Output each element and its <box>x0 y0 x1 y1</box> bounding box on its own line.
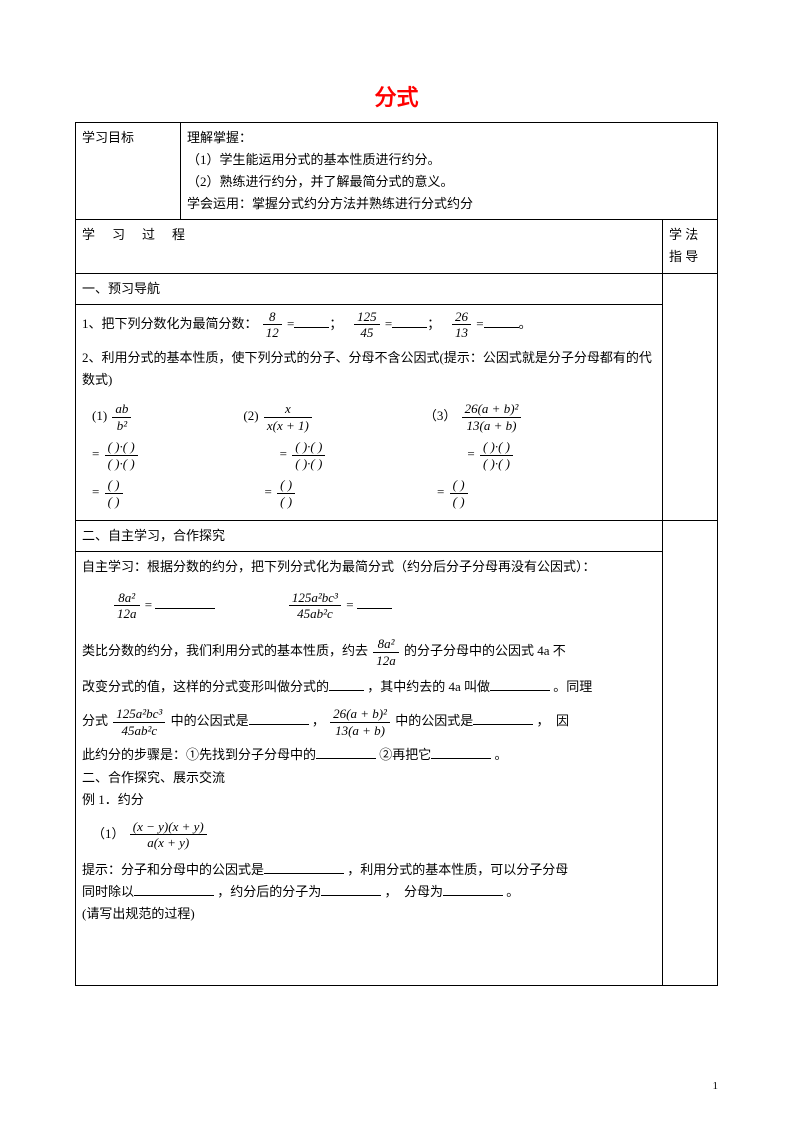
s2-p3: 改变分式的值，这样的分式变形叫做分式的 ，其中约去的 4a 叫做 。同理 <box>82 676 656 698</box>
frac-26-13: 2613 <box>452 309 471 341</box>
frac-8-12: 812 <box>263 309 282 341</box>
section2-body: 自主学习：根据分数的约分，把下列分式化为最简分式（约分后分子分母再没有公因式）：… <box>76 551 663 986</box>
expr-1: (1) abb² <box>92 401 133 433</box>
ex4: （1） (x − y)(x + y)a(x + y) <box>92 819 656 851</box>
expr-3: （3） 26(a + b)²13(a + b) <box>424 401 524 433</box>
section2-header-row: 二、自主学习，合作探究 <box>76 520 718 551</box>
step1-col2: = ( )·( )( )·( ) <box>280 439 328 471</box>
frac-8a2-12a: 8a²12a <box>114 590 140 622</box>
worksheet-table: 学习目标 理解掌握： （1）学生能运用分式的基本性质进行约分。 （2）熟练进行约… <box>75 122 718 986</box>
s2-p10: (请写出规范的过程) <box>82 903 656 925</box>
page-title: 分式 <box>75 80 718 112</box>
s2-p2: 类比分数的约分，我们利用分式的基本性质，约去 8a²12a 的分子分母中的公因式… <box>82 636 656 668</box>
goal-row: 学习目标 理解掌握： （1）学生能运用分式的基本性质进行约分。 （2）熟练进行约… <box>76 123 718 220</box>
s2-p7: 例 1．约分 <box>82 789 656 811</box>
expr2-label: (2) <box>243 408 258 423</box>
goal-line3: （2）熟练进行约分，并了解最简分式的意义。 <box>187 171 711 193</box>
guide-col-1 <box>663 273 718 520</box>
goal-content-cell: 理解掌握： （1）学生能运用分式的基本性质进行约分。 （2）熟练进行约分，并了解… <box>181 123 718 220</box>
goal-label-cell: 学习目标 <box>76 123 181 220</box>
section1-body-row: 1、把下列分数化为最简分数： 812 =； 12545 =； 2613 =。 2… <box>76 304 718 520</box>
q1-prefix: 1、把下列分数化为最简分数： <box>82 316 258 331</box>
q1-line: 1、把下列分数化为最简分数： 812 =； 12545 =； 2613 =。 <box>82 309 656 341</box>
expr-2: (2) xx(x + 1) <box>243 401 313 433</box>
section2-body-row: 自主学习：根据分数的约分，把下列分式化为最简分式（约分后分子分母再没有公因式）：… <box>76 551 718 986</box>
section1-header: 一、预习导航 <box>76 273 663 304</box>
process-header-row: 学 习 过 程 学 法 指 导 <box>76 220 718 273</box>
s2-p4: 分式 125a²bc³45ab²c 中的公因式是 ， 26(a + b)²13(… <box>82 706 656 738</box>
guide-label-cell: 学 法 指 导 <box>663 220 718 273</box>
expr1-label: (1) <box>92 408 107 423</box>
step2-row: = ( )( ) = ( )( ) = ( )( ) <box>92 477 656 509</box>
step2-col2: = ( )( ) <box>265 477 298 509</box>
frac-125a2bc3: 125a²bc³45ab²c <box>289 590 341 622</box>
step1-row: = ( )·( )( )·( ) = ( )·( )( )·( ) = ( )·… <box>92 439 656 471</box>
page-number: 1 <box>713 1080 719 1092</box>
step2-col1: = ( )( ) <box>92 477 125 509</box>
s2-p6: 二、合作探究、展示交流 <box>82 767 656 789</box>
expressions-row: (1) abb² (2) xx(x + 1) （3） 26(a + b)²13(… <box>92 401 656 433</box>
step1-col3: = ( )·( )( )·( ) <box>467 439 515 471</box>
s2-p5: 此约分的步骤是：①先找到分子分母中的 ②再把它 。 <box>82 744 656 766</box>
process-label-cell: 学 习 过 程 <box>76 220 663 273</box>
s2-fracs: 8a²12a = 125a²bc³45ab²c = <box>112 590 656 622</box>
frac-125-45: 12545 <box>354 309 380 341</box>
q2-line: 2、利用分式的基本性质，使下列分式的分子、分母不含公因式(提示：公因式就是分子分… <box>82 347 656 391</box>
expr3-label: （3） <box>424 408 457 423</box>
s2-p1: 自主学习：根据分数的约分，把下列分式化为最简分式（约分后分子分母再没有公因式）： <box>82 556 656 578</box>
step2-col3: = ( )( ) <box>437 477 470 509</box>
step1-col1: = ( )·( )( )·( ) <box>92 439 140 471</box>
s2-p8: 提示：分子和分母中的公因式是 ，利用分式的基本性质，可以分子分母 <box>82 859 656 881</box>
goal-line1: 理解掌握： <box>187 127 711 149</box>
goal-line4: 学会运用：掌握分式约分方法并熟练进行分式约分 <box>187 193 711 215</box>
section2-header: 二、自主学习，合作探究 <box>76 520 663 551</box>
section1-header-row: 一、预习导航 <box>76 273 718 304</box>
section1-body: 1、把下列分数化为最简分数： 812 =； 12545 =； 2613 =。 2… <box>76 304 663 520</box>
guide-col-2 <box>663 520 718 986</box>
goal-line2: （1）学生能运用分式的基本性质进行约分。 <box>187 149 711 171</box>
s2-p9: 同时除以 ，约分后的分子为 ， 分母为 。 <box>82 881 656 903</box>
